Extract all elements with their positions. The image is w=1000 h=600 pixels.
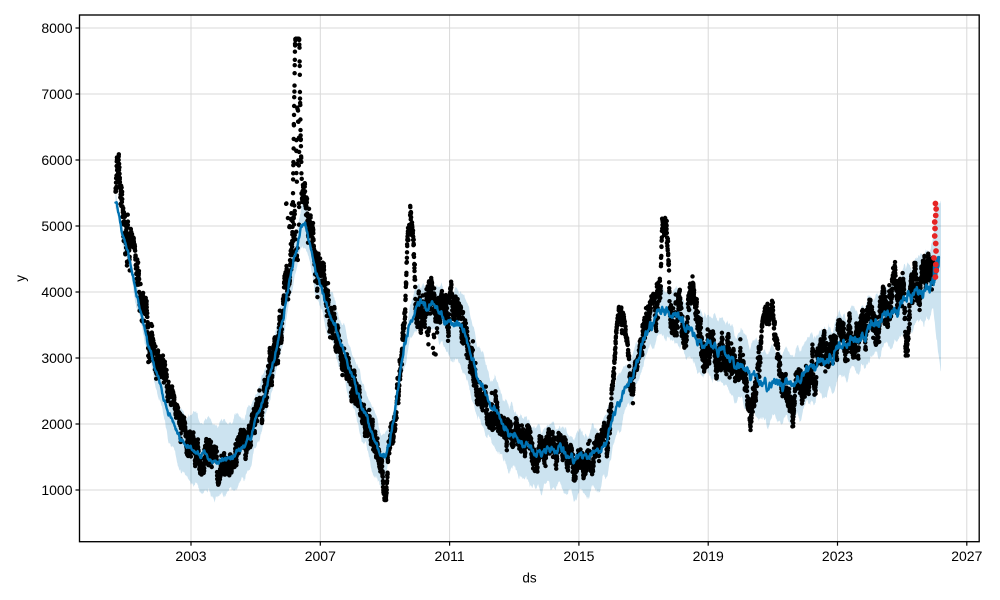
svg-text:3000: 3000 — [41, 350, 72, 366]
svg-text:4000: 4000 — [41, 284, 72, 300]
svg-text:2023: 2023 — [822, 548, 853, 564]
svg-text:1000: 1000 — [41, 482, 72, 498]
svg-text:2007: 2007 — [305, 548, 336, 564]
svg-text:ds: ds — [522, 571, 537, 586]
svg-text:2003: 2003 — [175, 548, 206, 564]
svg-text:y: y — [13, 275, 28, 282]
svg-text:2011: 2011 — [435, 548, 465, 564]
svg-text:2015: 2015 — [563, 548, 594, 564]
svg-text:2019: 2019 — [693, 548, 724, 564]
svg-text:2000: 2000 — [41, 416, 72, 432]
svg-text:6000: 6000 — [41, 152, 72, 168]
svg-text:7000: 7000 — [41, 86, 72, 102]
svg-text:8000: 8000 — [41, 20, 72, 36]
svg-text:5000: 5000 — [41, 218, 72, 234]
svg-text:2027: 2027 — [951, 548, 982, 564]
